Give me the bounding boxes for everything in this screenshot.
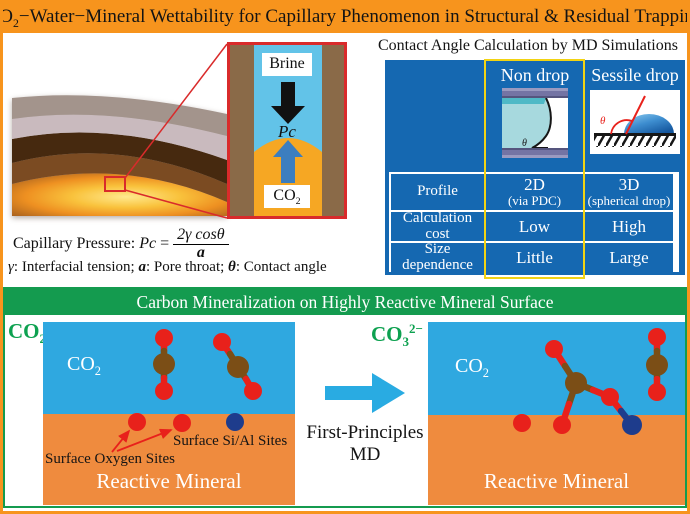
carbon-atom (153, 353, 175, 375)
before-panel-art (43, 322, 295, 505)
zoom-source-box (104, 176, 126, 192)
co2-label: CO2 (264, 185, 310, 208)
symbol-legend: γ: Interfacial tension; a: Pore throat; … (8, 259, 327, 275)
profile-non-drop-value: 2D (via PDC) (486, 174, 583, 210)
after-reaction-panel: CO2 Reactive Mineral (428, 322, 685, 505)
surface-si-al-site (622, 415, 642, 435)
reactive-mineral-label: Reactive Mineral (96, 469, 242, 493)
co2-phase-region (428, 322, 685, 415)
pc-label: Pc (278, 122, 296, 141)
anticline-layers (12, 95, 227, 216)
zoom-connector-line-bottom (124, 189, 228, 219)
md-comparison-table: Non drop Sessile drop θ (385, 59, 685, 279)
surface-oxygen-site (513, 414, 531, 432)
reactant-tag: CO2 (8, 319, 47, 347)
theta-symbol-3d: θ (600, 115, 606, 127)
capillary-pressure-section: Brine Pc CO2 Capillary Pressure: Pc = 2γ… (3, 33, 687, 287)
row-label-profile: Profile (391, 174, 484, 210)
surface-oxygen-site (128, 413, 146, 431)
column-header-sessile-drop: Sessile drop (591, 65, 679, 85)
cost-sessile-value: High (585, 212, 673, 241)
surface-oxygen-site (173, 414, 191, 432)
figure-title: CO2−Water−Mineral Wettability for Capill… (3, 3, 687, 33)
brine-pressure-arrow (271, 82, 305, 124)
pore-wall-left (230, 45, 254, 216)
carbon-atom (646, 354, 668, 376)
co2-phase-label: CO2 (455, 355, 489, 380)
title-text: CO2−Water−Mineral Wettability for Capill… (0, 5, 690, 30)
carbon-atom (227, 356, 249, 378)
oxygen-sites-pointer-arrow (111, 429, 131, 453)
profile-sessile-value: 3D (spherical drop) (585, 174, 673, 210)
pore-wall-right (322, 45, 344, 216)
oxygen-atom (244, 382, 262, 400)
after-panel-art (428, 322, 685, 505)
substrate-hatch (594, 136, 676, 147)
size-sessile-value: Large (585, 243, 673, 272)
oxygen-sites-label: Surface Oxygen Sites (45, 451, 175, 467)
oxygen-sites-pointer-arrow (116, 428, 173, 452)
si-al-sites-label: Surface Si/Al Sites (173, 433, 288, 449)
oxygen-atom (155, 382, 173, 400)
surface-oxygen-site (553, 416, 571, 434)
oxygen-atom (648, 328, 666, 346)
droplet (624, 114, 674, 134)
reactive-mineral-label: Reactive Mineral (483, 469, 630, 493)
sessile-drop-simulation-image: θ (590, 90, 680, 154)
reaction-arrow (325, 373, 405, 413)
oxygen-atom (601, 388, 619, 406)
oxygen-atom (155, 329, 173, 347)
zoom-connector-line-top (124, 43, 228, 179)
theta-symbol-2d: θ (522, 138, 527, 149)
product-tag: CO32− (371, 321, 423, 350)
row-label-size-dependence: Size dependence (391, 241, 484, 272)
oxygen-atom (213, 333, 231, 351)
before-reaction-panel: CO2 Surface Si/Al Sites Surface Oxygen S… (43, 322, 295, 505)
oxygen-atom (545, 340, 563, 358)
row-label-calculation-cost: Calculation cost (391, 210, 484, 241)
mineralization-section: Carbon Mineralization on Highly Reactive… (3, 287, 687, 508)
geology-cross-section-art (12, 43, 228, 219)
comparison-rows: Profile 2D (via PDC) 3D (spherical drop)… (389, 172, 679, 272)
non-drop-highlight-box (484, 59, 585, 279)
formula-fraction: 2γ cosθ a (173, 226, 229, 262)
column-header-non-drop: Non drop (500, 65, 570, 85)
capillary-pressure-formula: Capillary Pressure: Pc = 2γ cosθ a (13, 226, 229, 262)
carbon-atom (565, 372, 587, 394)
co2-phase-label: CO2 (67, 353, 101, 378)
mineralization-header: Carbon Mineralization on Highly Reactive… (5, 289, 685, 315)
md-table-title: Contact Angle Calculation by MD Simulati… (378, 37, 678, 54)
mineralization-content: CO2 CO32− (5, 315, 685, 506)
oxygen-atom (648, 383, 666, 401)
non-drop-simulation-image: θ (502, 88, 568, 158)
brine-label: Brine (262, 53, 312, 76)
pore-throat-inset: Brine Pc CO2 (227, 42, 347, 219)
size-non-drop-value: Little (486, 243, 583, 272)
co2-pressure-arrow (273, 140, 303, 183)
process-label: First-Principles MD (306, 422, 424, 465)
cost-non-drop-value: Low (486, 212, 583, 241)
surface-si-al-site (226, 413, 244, 431)
